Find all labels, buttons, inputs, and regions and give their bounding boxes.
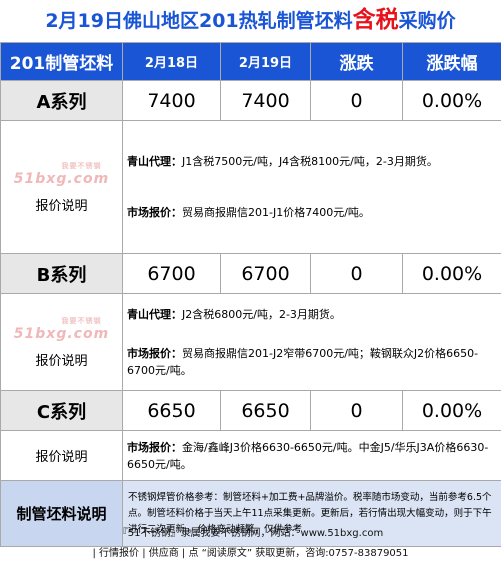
note-label: 报价说明: [35, 198, 88, 214]
price-change-pct: 0.00%: [402, 80, 501, 121]
note-label-cell: 我要不锈钢 51bxg.com 报价说明: [0, 120, 123, 254]
price-curr: 6650: [220, 390, 311, 431]
footer-line-1: 『51不锈钢』隶属我要不锈钢网，网站：www.51bxg.com: [117, 528, 384, 539]
note-label: 报价说明: [35, 353, 88, 369]
note-value: 金海/鑫峰J3价格6630-6650元/吨。中金J5/华乐J3A价格6630-6…: [127, 440, 489, 471]
note-label-cell: 报价说明: [0, 430, 123, 481]
note-row: 报价说明 市场报价：金海/鑫峰J3价格6630-6650元/吨。中金J5/华乐J…: [0, 430, 501, 481]
series-name: C系列: [0, 390, 123, 431]
price-change: 0: [310, 80, 403, 121]
series-name: B系列: [0, 253, 123, 294]
price-change: 0: [310, 390, 403, 431]
price-change-pct: 0.00%: [402, 253, 501, 294]
footer-line-2: | 行情报价 | 供应商 | 点 “阅读原文” 获取更新，咨询:0757-838…: [92, 548, 409, 559]
note-key: 青山代理：: [127, 155, 182, 168]
note-value: J1含税7500元/吨，J4含税8100元/吨，2-3月期货。: [182, 155, 438, 168]
table-row: B系列 6700 6700 0 0.00%: [0, 253, 501, 294]
series-name: A系列: [0, 80, 123, 121]
title-prefix: 2月19日佛山地区201热轧制管坯料: [45, 10, 353, 32]
price-change: 0: [310, 253, 403, 294]
note-row: 我要不锈钢 51bxg.com 报价说明 青山代理：J1含税7500元/吨，J4含…: [0, 120, 501, 254]
note-key: 市场报价：: [127, 206, 182, 219]
page-footer: 『51不锈钢』隶属我要不锈钢网，网站：www.51bxg.com | 行情报价 …: [0, 524, 501, 564]
note-value: 贸易商报鼎信201-J1价格7400元/吨。: [182, 206, 370, 219]
header-prev-date: 2月18日: [122, 42, 221, 81]
price-prev: 6700: [122, 253, 221, 294]
footer-note-label: 制管坯料说明: [0, 480, 123, 547]
price-table: 201制管坯料 2月18日 2月19日 涨跌 涨跌幅 A系列 7400 7400…: [0, 42, 501, 547]
watermark-logo: 我要不锈钢 51bxg.com: [13, 161, 110, 187]
price-prev: 6650: [122, 390, 221, 431]
note-key: 市场报价：: [127, 346, 182, 360]
price-change-pct: 0.00%: [402, 390, 501, 431]
title-accent: 含税: [352, 7, 399, 33]
title-suffix: 采购价: [398, 10, 456, 32]
table-row: C系列 6650 6650 0 0.00%: [0, 390, 501, 431]
note-label-cell: 我要不锈钢 51bxg.com 报价说明: [0, 293, 123, 391]
table-row: A系列 7400 7400 0 0.00%: [0, 80, 501, 121]
note-text: 市场报价：金海/鑫峰J3价格6630-6650元/吨。中金J5/华乐J3A价格6…: [122, 430, 501, 481]
note-row: 我要不锈钢 51bxg.com 报价说明 青山代理：J2含税6800元/吨，2-3…: [0, 293, 501, 391]
price-prev: 7400: [122, 80, 221, 121]
header-change: 涨跌: [310, 42, 403, 81]
note-key: 青山代理：: [127, 307, 182, 321]
note-label: 报价说明: [35, 450, 88, 465]
note-value: J2含税6800元/吨，2-3月期货。: [182, 307, 341, 321]
header-change-pct: 涨跌幅: [402, 42, 501, 81]
footer-note-row: 制管坯料说明 不锈钢焊管价格参考：制管坯料+加工费+品牌溢价。税率随市场变动，当…: [0, 480, 501, 547]
note-key: 市场报价：: [127, 440, 182, 454]
note-text: 青山代理：J2含税6800元/吨，2-3月期货。 市场报价：贸易商报鼎信201-…: [122, 293, 501, 391]
footer-note-text: 不锈钢焊管价格参考：制管坯料+加工费+品牌溢价。税率随市场变动，当前参考6.5个…: [122, 480, 501, 547]
watermark-logo: 我要不锈钢 51bxg.com: [13, 316, 110, 342]
header-product: 201制管坯料: [0, 42, 123, 81]
header-curr-date: 2月19日: [220, 42, 311, 81]
note-value: 贸易商报鼎信201-J2窄带6700元/吨；鞍钢联众J2价格6650-6700元…: [127, 346, 479, 377]
page-title: 2月19日佛山地区201热轧制管坯料含税采购价: [0, 0, 501, 40]
table-header-row: 201制管坯料 2月18日 2月19日 涨跌 涨跌幅: [0, 42, 501, 81]
note-text: 青山代理：J1含税7500元/吨，J4含税8100元/吨，2-3月期货。 市场报…: [122, 120, 501, 254]
price-curr: 6700: [220, 253, 311, 294]
price-curr: 7400: [220, 80, 311, 121]
